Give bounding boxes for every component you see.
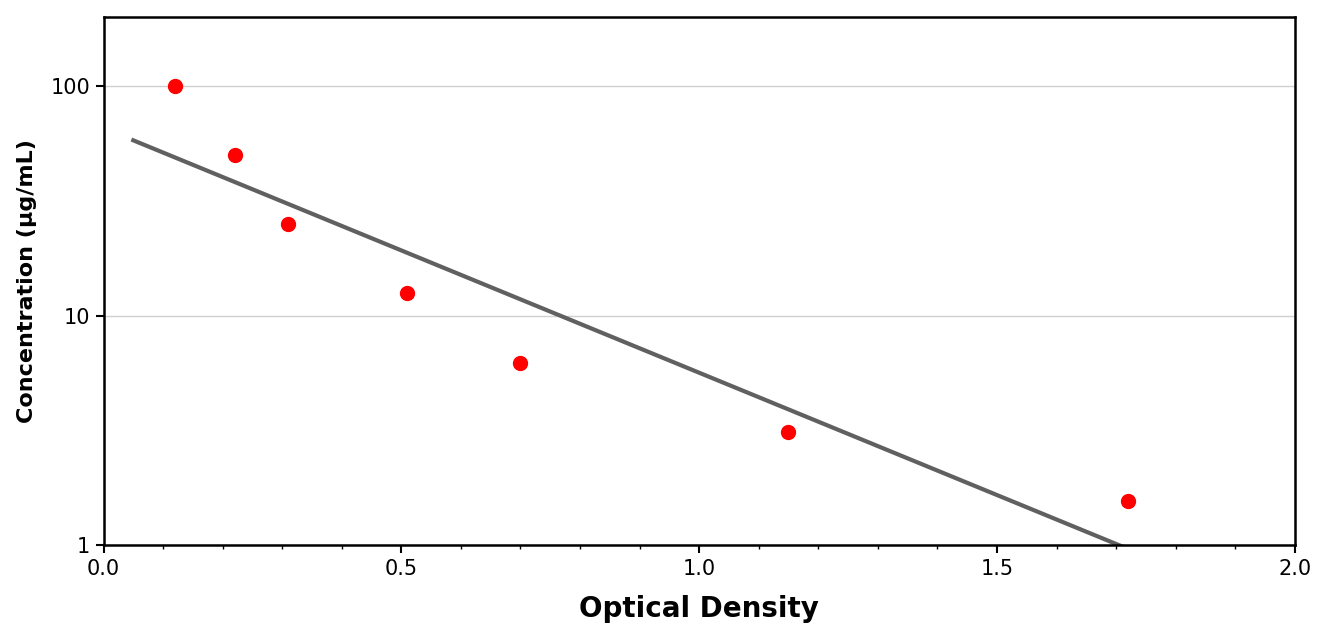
Point [778, 427, 799, 437]
Y-axis label: Concentration (μg/mL): Concentration (μg/mL) [17, 139, 37, 423]
X-axis label: Optical Density: Optical Density [579, 595, 819, 623]
Point [165, 81, 186, 91]
Point [278, 219, 299, 229]
Point [510, 358, 531, 368]
Point [397, 288, 418, 298]
Point [1117, 496, 1138, 506]
Point [224, 150, 246, 160]
